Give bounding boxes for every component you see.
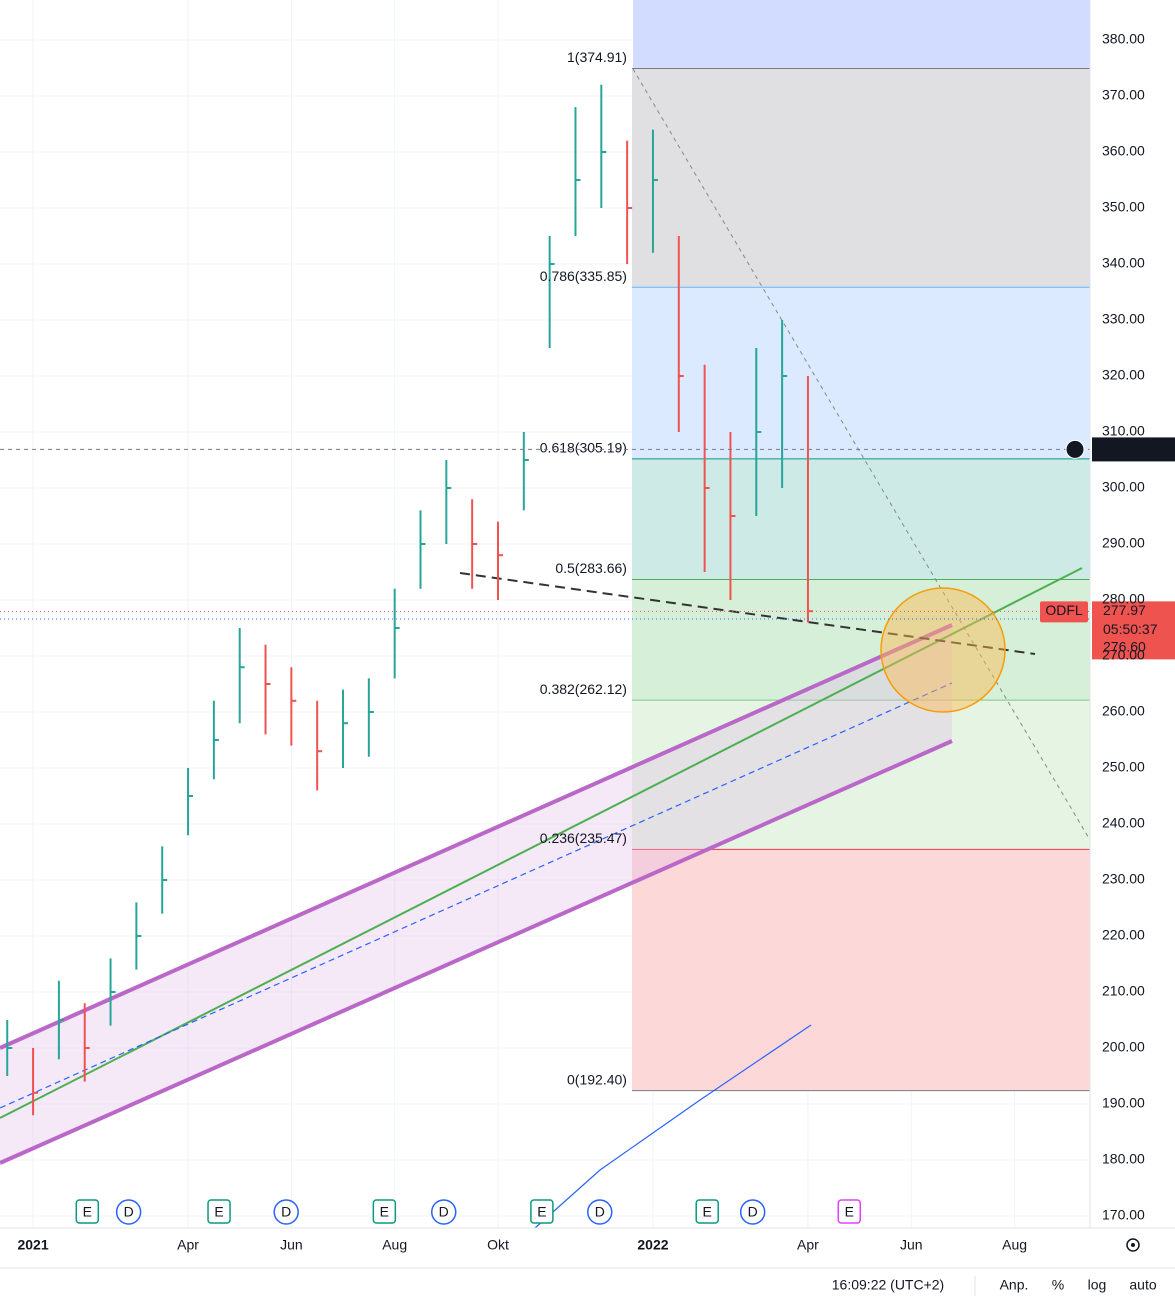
x-tick-label: Apr xyxy=(797,1237,819,1253)
y-tick-label: 380.00 xyxy=(1102,31,1145,47)
fib-zone xyxy=(631,700,1090,850)
y-tick-label: 300.00 xyxy=(1102,479,1145,495)
x-tick-label: Aug xyxy=(1002,1237,1027,1253)
price-bars xyxy=(6,84,813,1116)
y-tick-label: 350.00 xyxy=(1102,199,1145,215)
fib-zones xyxy=(631,0,1090,1092)
countdown: 05:50:37 xyxy=(1103,621,1158,637)
y-tick-label: 270.00 xyxy=(1102,647,1145,663)
x-tick-label: Apr xyxy=(177,1237,199,1253)
event-badge xyxy=(739,1199,766,1225)
y-tick-label: 260.00 xyxy=(1102,703,1145,719)
footer-button[interactable]: Anp. xyxy=(1000,1277,1029,1293)
event-badge xyxy=(115,1199,142,1225)
event-label: E xyxy=(845,1204,854,1220)
event-badge xyxy=(530,1199,554,1224)
channel-fill xyxy=(0,625,952,1163)
event-badge xyxy=(273,1199,299,1225)
event-badge xyxy=(587,1199,613,1225)
fib-zone xyxy=(631,849,1090,1091)
fib-label: 0.5(283.66) xyxy=(555,560,627,576)
x-tick-label: Jun xyxy=(900,1237,923,1253)
y-tick-label: 170.00 xyxy=(1102,1207,1145,1223)
last-price: 277.97 xyxy=(1103,602,1146,618)
y-tick-label: 200.00 xyxy=(1102,1039,1145,1055)
y-tick-label: 280.00 xyxy=(1102,591,1145,607)
fib-label: 1(374.91) xyxy=(567,49,627,65)
crosshair-plus xyxy=(1065,439,1085,459)
event-badge xyxy=(75,1199,100,1224)
fib-label: 0.786(335.85) xyxy=(540,268,627,284)
y-tick-label: 180.00 xyxy=(1102,1151,1145,1167)
overlay: 1(374.91) 0.786(335.85) 0.618(305.19) 0.5(2… xyxy=(0,49,1175,1225)
event-label: D xyxy=(595,1204,605,1220)
fib-label: 0.382(262.12) xyxy=(540,681,627,697)
fib-zone xyxy=(631,458,1090,580)
trend-line xyxy=(0,567,1083,1119)
x-tick-label: 2021 xyxy=(17,1237,48,1253)
channel-top xyxy=(0,623,953,1050)
event-label: E xyxy=(703,1204,712,1220)
y-tick-label: 230.00 xyxy=(1102,871,1145,887)
event-label: E xyxy=(214,1204,223,1220)
event-label: D xyxy=(281,1204,291,1220)
event-badge xyxy=(837,1199,862,1224)
fib-diagonal xyxy=(632,68,1091,841)
event-label: D xyxy=(124,1204,134,1220)
support-line xyxy=(459,572,1036,655)
y-tick-label: 340.00 xyxy=(1102,255,1145,271)
y-tick-label: 220.00 xyxy=(1102,927,1145,943)
footer-button[interactable]: % xyxy=(1052,1277,1064,1293)
y-tick-label: 370.00 xyxy=(1102,87,1145,103)
y-tick-label: 310.00 xyxy=(1102,423,1145,439)
prev-close: 276.60 xyxy=(1103,639,1146,655)
fib-label: 0.618(305.19) xyxy=(540,440,627,456)
y-tick-label: 250.00 xyxy=(1102,759,1145,775)
y-tick-label: 210.00 xyxy=(1102,983,1145,999)
fib-label: 0(192.40) xyxy=(567,1071,627,1087)
y-tick-label: 360.00 xyxy=(1102,143,1145,159)
crosshair-tag xyxy=(1092,437,1175,462)
fib-zone xyxy=(631,287,1090,459)
crosshair-value: 306.89 xyxy=(1103,440,1146,456)
event-label: E xyxy=(380,1204,389,1220)
event-label: E xyxy=(83,1204,92,1220)
y-tick-label: 330.00 xyxy=(1102,311,1145,327)
event-badge xyxy=(695,1199,719,1224)
y-tick-label: 240.00 xyxy=(1102,815,1145,831)
y-tick-label: 190.00 xyxy=(1102,1095,1145,1111)
symbol-tag xyxy=(1040,601,1088,623)
event-label: E xyxy=(537,1204,546,1220)
indicator-line xyxy=(534,1024,812,1229)
highlight-circle xyxy=(880,587,1006,713)
y-tick-label: 290.00 xyxy=(1102,535,1145,551)
channel-bottom xyxy=(0,739,953,1165)
footer-time: 16:09:22 (UTC+2) xyxy=(832,1277,944,1293)
fib-zone xyxy=(631,68,1090,288)
event-badge xyxy=(430,1199,457,1225)
x-tick-label: Okt xyxy=(487,1237,509,1253)
symbol-label: ODFL xyxy=(1045,602,1083,618)
footer-button[interactable]: auto xyxy=(1129,1277,1156,1293)
event-label: D xyxy=(748,1204,758,1220)
y-tick-label: 320.00 xyxy=(1102,367,1145,383)
event-badge xyxy=(372,1199,397,1224)
fib-label: 0.236(235.47) xyxy=(540,830,627,846)
settings-icon[interactable] xyxy=(1126,1238,1140,1252)
event-badge xyxy=(207,1199,231,1224)
fib-top-zone xyxy=(633,0,1090,69)
x-tick-label: 2022 xyxy=(637,1237,668,1253)
price-tag xyxy=(1092,601,1175,660)
mid-line xyxy=(0,682,953,1109)
footer-button[interactable]: log xyxy=(1088,1277,1107,1293)
x-tick-label: Jun xyxy=(280,1237,303,1253)
event-label: D xyxy=(439,1204,449,1220)
x-tick-label: Aug xyxy=(382,1237,407,1253)
